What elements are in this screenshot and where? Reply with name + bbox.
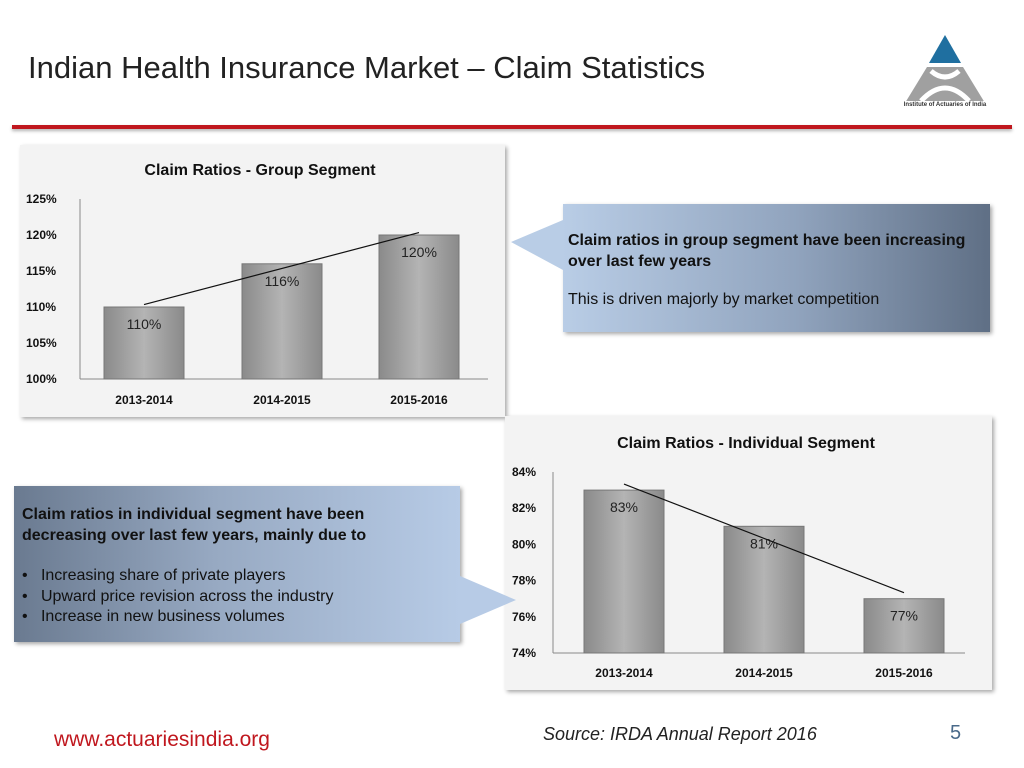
group-callout: Claim ratios in group segment have been …	[511, 204, 990, 332]
y-tick-label: 110%	[26, 300, 56, 314]
individual-callout-bullets: • Increasing share of private players • …	[22, 566, 334, 628]
data-label: 77%	[890, 608, 918, 624]
individual-callout: Claim ratios in individual segment have …	[14, 486, 516, 642]
bullet-text: Increasing share of private players	[40, 567, 286, 584]
logo: Institute of Actuaries of India	[891, 31, 999, 111]
title-divider	[12, 125, 1012, 129]
individual-chart-title: Claim Ratios - Individual Segment	[617, 435, 875, 452]
bullet-item: • Increase in new business volumes	[22, 608, 285, 625]
x-tick-label: 2013-2014	[115, 393, 173, 407]
page-number: 5	[950, 722, 962, 744]
y-tick-label: 80%	[512, 537, 536, 551]
group-callout-body: This is driven majorly by market competi…	[568, 291, 880, 308]
x-tick-label: 2014-2015	[253, 393, 311, 407]
source-note: Source: IRDA Annual Report 2016	[543, 724, 817, 744]
logo-text: Institute of Actuaries of India	[903, 102, 987, 108]
x-tick-label: 2015-2016	[390, 393, 448, 407]
y-tick-label: 74%	[512, 646, 536, 660]
bar	[583, 489, 665, 654]
y-tick-label: 120%	[26, 228, 57, 242]
trendline	[143, 232, 420, 306]
logo-icon	[905, 35, 985, 103]
bullet-text: Increase in new business volumes	[40, 608, 285, 625]
data-label: 83%	[610, 499, 638, 515]
bar	[241, 263, 323, 380]
bullet-item: • Upward price revision across the indus…	[22, 587, 334, 605]
trendline	[623, 483, 905, 594]
data-label: 110%	[127, 316, 162, 332]
x-tick-label: 2013-2014	[595, 666, 653, 680]
bar	[863, 598, 945, 654]
y-tick-label: 76%	[512, 610, 536, 624]
bar	[103, 306, 185, 380]
bullet-item: • Increasing share of private players	[22, 567, 286, 584]
y-tick-label: 100%	[26, 372, 57, 386]
callout-pointer	[460, 576, 516, 624]
group-chart-title: Claim Ratios - Group Segment	[144, 162, 376, 179]
x-tick-label: 2014-2015	[735, 666, 793, 680]
x-tick-label: 2015-2016	[875, 666, 933, 680]
data-label: 81%	[750, 535, 778, 551]
bar	[723, 525, 805, 654]
y-tick-label: 115%	[26, 264, 56, 278]
y-tick-label: 84%	[512, 465, 536, 479]
y-tick-label: 105%	[26, 336, 57, 350]
data-label: 120%	[401, 244, 437, 260]
bar	[378, 234, 460, 380]
y-tick-label: 78%	[512, 574, 536, 588]
page-title: Indian Health Insurance Market – Claim S…	[28, 50, 706, 85]
individual-callout-headline: Claim ratios in individual segment have …	[22, 506, 367, 544]
group-callout-headline: Claim ratios in group segment have been …	[568, 232, 966, 270]
callout-pointer	[511, 220, 563, 270]
data-label: 116%	[265, 273, 300, 289]
y-tick-label: 125%	[26, 192, 57, 206]
website-link[interactable]: www.actuariesindia.org	[54, 728, 270, 751]
y-tick-label: 82%	[512, 501, 536, 515]
bullet-text: Upward price revision across the industr…	[40, 587, 334, 605]
